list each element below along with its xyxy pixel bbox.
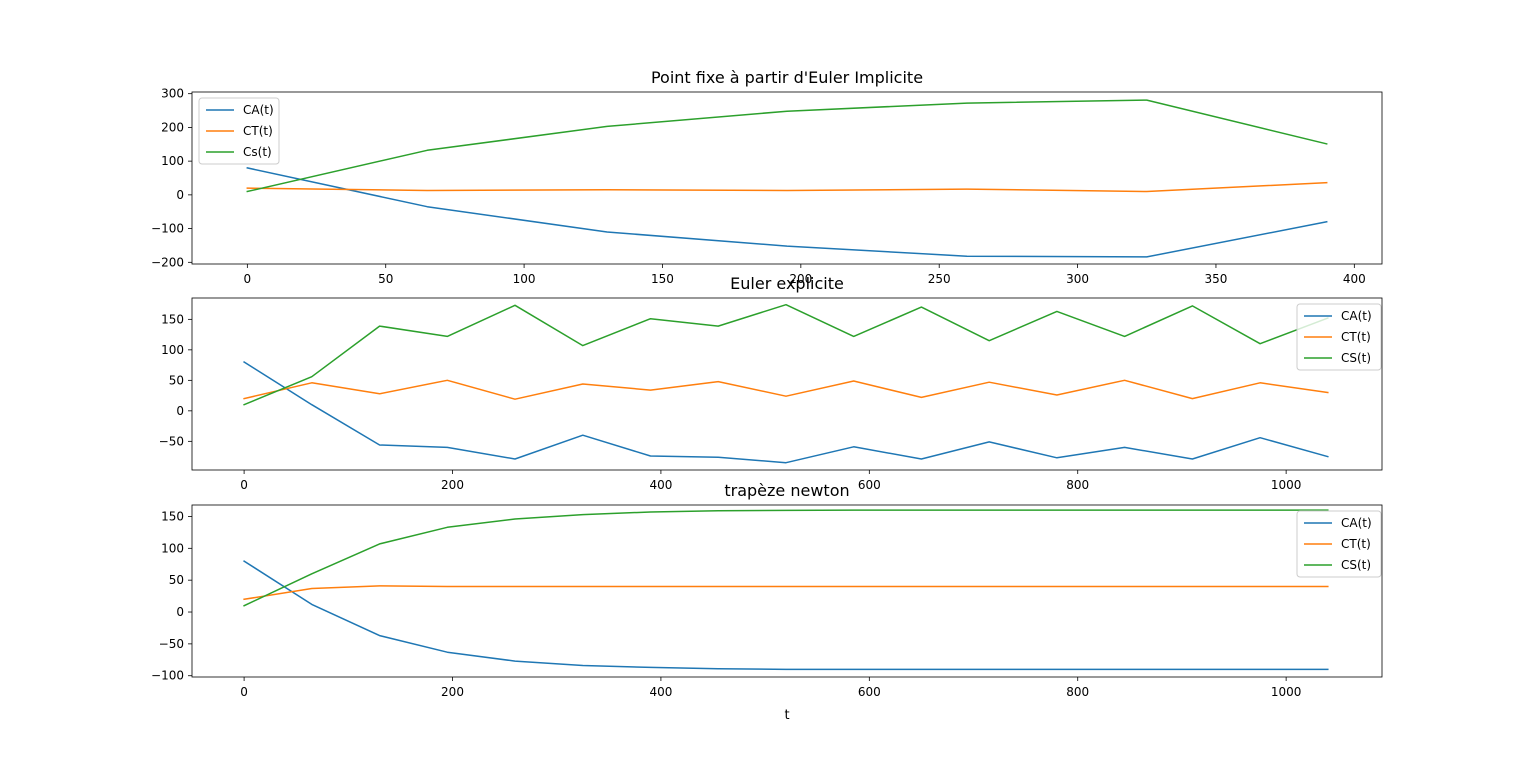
legend: CA(t) CT(t) CS(t) [1296, 303, 1382, 371]
series-line-cs-t [243, 509, 1329, 607]
y-tick-label: 50 [169, 373, 184, 387]
x-tick-label: 200 [789, 272, 812, 286]
y-tick-label: 0 [176, 404, 184, 418]
y-tick-label: 100 [161, 343, 184, 357]
x-tick-label: 50 [378, 272, 393, 286]
x-tick-label: 350 [1205, 272, 1228, 286]
legend: CA(t) CT(t) CS(t) [1296, 510, 1382, 578]
legend-box [1296, 303, 1382, 371]
series-line-ca-t [243, 360, 1329, 464]
chart-title: trapèze newton [724, 481, 849, 500]
y-tick-label: −50 [159, 434, 184, 448]
series-line-ct-t [243, 585, 1329, 601]
x-tick-label: 600 [858, 685, 881, 699]
legend-label-cs-t: CS(t) [1341, 351, 1371, 365]
chart-title: Point fixe à partir d'Euler Implicite [651, 68, 923, 87]
series-line-ca-t [243, 560, 1329, 671]
x-tick-label: 150 [651, 272, 674, 286]
x-tick-label: 400 [1343, 272, 1366, 286]
y-tick-label: −50 [159, 637, 184, 651]
legend-label-cs-t: Cs(t) [243, 145, 272, 159]
x-tick-label: 1000 [1271, 685, 1302, 699]
legend-label-ca-t: CA(t) [243, 103, 274, 117]
x-tick-label: 600 [858, 478, 881, 492]
series-line-ct-t [243, 379, 1329, 400]
x-tick-label: 1000 [1271, 478, 1302, 492]
y-tick-label: 300 [161, 87, 184, 101]
y-tick-label: 50 [169, 573, 184, 587]
y-tick-label: 150 [161, 312, 184, 326]
legend: CA(t) CT(t) Cs(t) [198, 97, 280, 165]
x-tick-label: 200 [441, 478, 464, 492]
y-tick-label: 200 [161, 120, 184, 134]
axes-frame [191, 504, 1383, 678]
y-tick-label: 150 [161, 509, 184, 523]
y-tick-label: 0 [176, 188, 184, 202]
x-tick-label: 800 [1066, 478, 1089, 492]
y-tick-label: 0 [176, 605, 184, 619]
x-tick-label: 400 [649, 478, 672, 492]
chart-title: Euler explicite [730, 274, 844, 293]
x-tick-label: 250 [928, 272, 951, 286]
series-line-ca-t [246, 167, 1328, 258]
y-tick-label: −100 [151, 669, 184, 683]
x-tick-label: 800 [1066, 685, 1089, 699]
axes-frame [191, 297, 1383, 471]
y-tick-label: 100 [161, 541, 184, 555]
subplot-euler-implicite: 0 50 100 150 200 250 300 350 400 −200 −100 0 100 200 3… [151, 68, 1383, 286]
series-line-cs-t [246, 99, 1328, 193]
legend-label-ct-t: CT(t) [243, 124, 273, 138]
legend-box [198, 97, 280, 165]
series-line-ct-t [246, 181, 1328, 193]
x-tick-label: 400 [649, 685, 672, 699]
legend-box [1296, 510, 1382, 578]
y-tick-label: 100 [161, 154, 184, 168]
legend-label-ct-t: CT(t) [1341, 537, 1371, 551]
legend-label-ca-t: CA(t) [1341, 516, 1372, 530]
x-tick-label: 200 [441, 685, 464, 699]
series-line-cs-t [243, 303, 1329, 406]
legend-label-ct-t: CT(t) [1341, 330, 1371, 344]
legend-label-cs-t: CS(t) [1341, 558, 1371, 572]
y-tick-label: −200 [151, 255, 184, 269]
legend-label-ca-t: CA(t) [1341, 309, 1372, 323]
x-tick-label: 0 [240, 478, 248, 492]
x-tick-label: 300 [1066, 272, 1089, 286]
subplot-trapeze-newton: 0 200 400 600 800 1000 −100 −50 0 50 100 150 trapèze… [151, 481, 1383, 723]
x-axis-label: t [784, 708, 789, 723]
x-tick-label: 0 [240, 685, 248, 699]
y-tick-label: −100 [151, 222, 184, 236]
x-tick-label: 100 [513, 272, 536, 286]
x-tick-label: 0 [244, 272, 252, 286]
axes-frame [191, 91, 1383, 265]
